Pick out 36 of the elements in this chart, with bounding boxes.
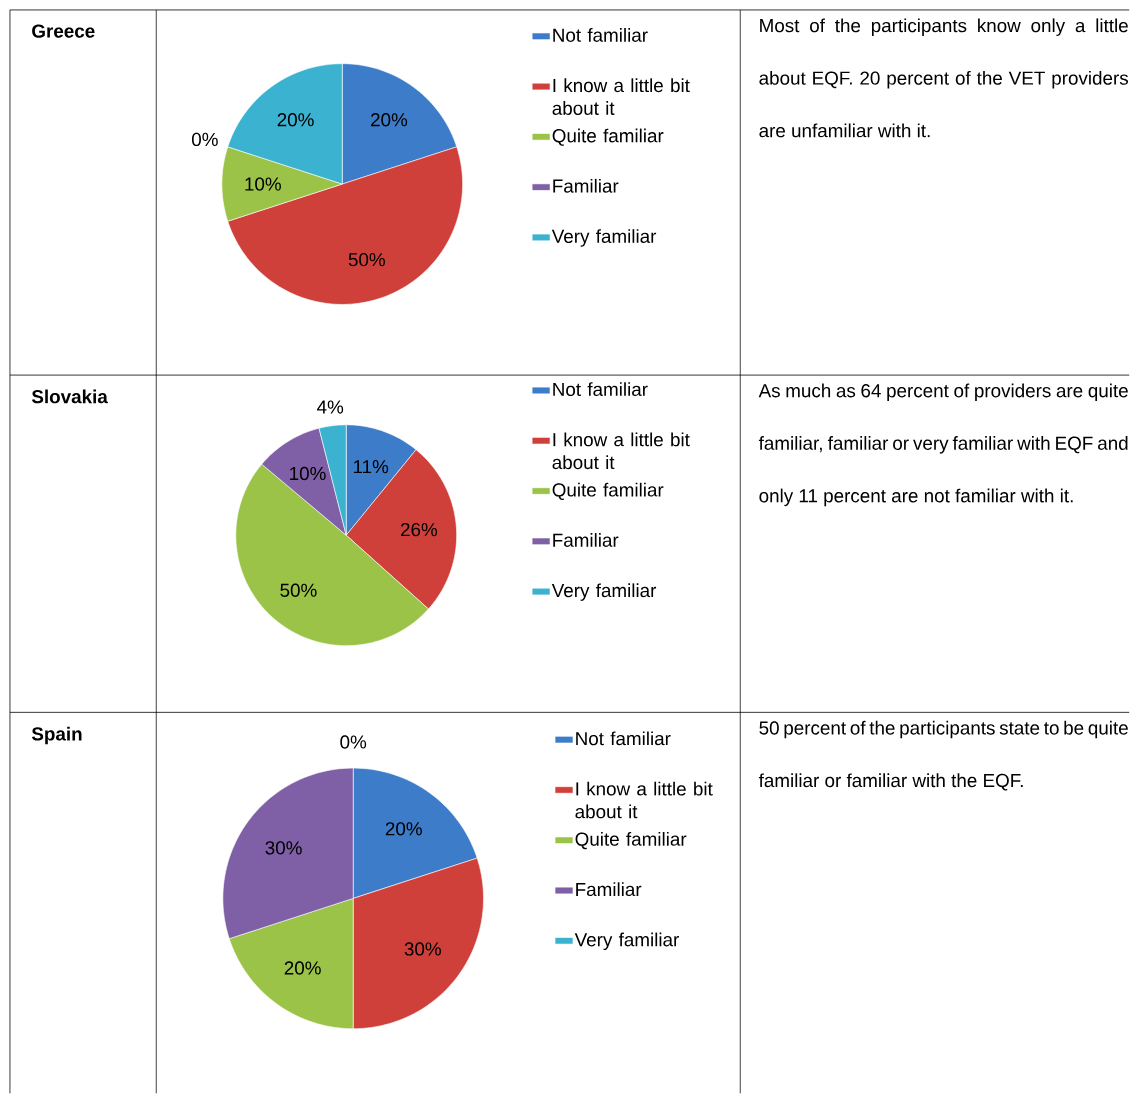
legend-label: Not familiar bbox=[553, 382, 648, 397]
legend-label: Quite familiar bbox=[552, 482, 664, 501]
text: 0% bbox=[340, 735, 367, 749]
text: As much as 64 percent of providers are quite familiar, familiar or very familiar with EQF and only 11 percent are not familiar with it. bbox=[758, 383, 1128, 507]
legend-label: Very familiar bbox=[574, 932, 679, 951]
legend-label: I know a little bit about it bbox=[575, 781, 713, 819]
text: Most of the participants know only a little about EQF. 20 percent of the VET providers are unfamiliar with it. bbox=[759, 18, 1128, 138]
legend-label: Very familiar bbox=[551, 583, 657, 602]
data-label: 10% bbox=[245, 177, 281, 191]
data-label: 50% bbox=[348, 253, 385, 267]
legend-label: Familiar bbox=[553, 179, 619, 193]
data-label: 26% bbox=[401, 523, 438, 537]
text: Greece bbox=[32, 24, 95, 38]
text: Slovakia bbox=[31, 389, 108, 404]
text: 0% bbox=[191, 132, 218, 147]
legend-label: Not familiar bbox=[553, 28, 648, 42]
data-label: 30% bbox=[404, 942, 441, 956]
data-label: 50% bbox=[280, 583, 317, 598]
legend-label: Familiar bbox=[553, 533, 619, 548]
data-label: 4% bbox=[317, 400, 344, 414]
text: Spain bbox=[31, 726, 82, 745]
legend-label: Quite familiar bbox=[575, 832, 687, 850]
legend-label: Not familiar bbox=[576, 731, 671, 746]
data-label: 11% bbox=[353, 460, 389, 474]
data-label: 20% bbox=[277, 113, 314, 127]
legend-label: Familiar bbox=[576, 882, 642, 897]
legend-label: I know a little bit about it bbox=[552, 432, 690, 470]
data-label: 20% bbox=[385, 822, 422, 836]
data-label: 10% bbox=[290, 466, 326, 481]
data-label: 20% bbox=[284, 961, 321, 975]
legend-label: I know a little bit about it bbox=[552, 78, 690, 116]
text: 50 percent of the participants state to be quite familiar or familiar with the EQF. bbox=[758, 720, 1128, 791]
data-label: 30% bbox=[265, 841, 302, 855]
data-label: 20% bbox=[371, 113, 408, 127]
legend-label: Very familiar bbox=[551, 229, 657, 247]
legend-label: Quite familiar bbox=[552, 128, 664, 146]
